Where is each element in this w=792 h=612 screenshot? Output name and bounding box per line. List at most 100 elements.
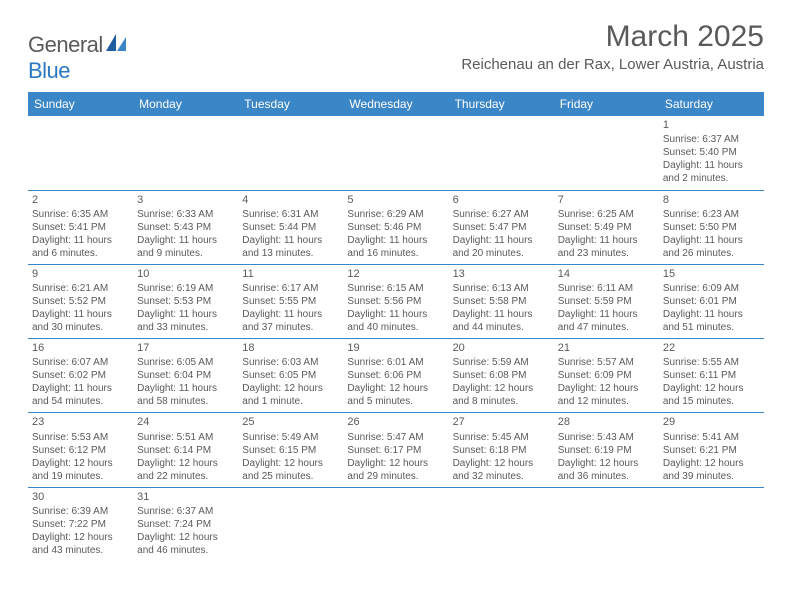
daylight-text: Daylight: 12 hours and 8 minutes.: [453, 382, 550, 408]
sunrise-text: Sunrise: 6:35 AM: [32, 208, 129, 221]
calendar-day-cell: 3Sunrise: 6:33 AMSunset: 5:43 PMDaylight…: [133, 190, 238, 264]
daylight-text: Daylight: 12 hours and 12 minutes.: [558, 382, 655, 408]
sunrise-text: Sunrise: 5:47 AM: [347, 431, 444, 444]
day-number: 7: [558, 193, 655, 207]
brand-text: GeneralBlue: [28, 32, 128, 84]
sunrise-text: Sunrise: 6:01 AM: [347, 356, 444, 369]
calendar-day-cell: 8Sunrise: 6:23 AMSunset: 5:50 PMDaylight…: [659, 190, 764, 264]
day-number: 5: [347, 193, 444, 207]
day-number: 10: [137, 267, 234, 281]
calendar-day-cell: 23Sunrise: 5:53 AMSunset: 6:12 PMDayligh…: [28, 413, 133, 487]
calendar-day-cell: [343, 116, 448, 190]
sunset-text: Sunset: 6:14 PM: [137, 444, 234, 457]
daylight-text: Daylight: 11 hours and 13 minutes.: [242, 234, 339, 260]
sunset-text: Sunset: 6:17 PM: [347, 444, 444, 457]
calendar-day-cell: 31Sunrise: 6:37 AMSunset: 7:24 PMDayligh…: [133, 487, 238, 561]
day-number: 29: [663, 415, 760, 429]
brand-part1: General: [28, 32, 103, 57]
sunset-text: Sunset: 6:08 PM: [453, 369, 550, 382]
daylight-text: Daylight: 11 hours and 30 minutes.: [32, 308, 129, 334]
sunrise-text: Sunrise: 6:27 AM: [453, 208, 550, 221]
sunset-text: Sunset: 5:44 PM: [242, 221, 339, 234]
calendar-day-cell: [449, 487, 554, 561]
calendar-day-cell: 4Sunrise: 6:31 AMSunset: 5:44 PMDaylight…: [238, 190, 343, 264]
sunset-text: Sunset: 6:01 PM: [663, 295, 760, 308]
daylight-text: Daylight: 12 hours and 29 minutes.: [347, 457, 444, 483]
brand-part2: Blue: [28, 58, 70, 83]
daylight-text: Daylight: 12 hours and 39 minutes.: [663, 457, 760, 483]
sunset-text: Sunset: 5:50 PM: [663, 221, 760, 234]
day-number: 17: [137, 341, 234, 355]
daylight-text: Daylight: 11 hours and 20 minutes.: [453, 234, 550, 260]
daylight-text: Daylight: 12 hours and 15 minutes.: [663, 382, 760, 408]
calendar-day-cell: 16Sunrise: 6:07 AMSunset: 6:02 PMDayligh…: [28, 339, 133, 413]
daylight-text: Daylight: 11 hours and 26 minutes.: [663, 234, 760, 260]
weekday-header: Saturday: [659, 92, 764, 116]
weekday-header: Wednesday: [343, 92, 448, 116]
calendar-body: 1Sunrise: 6:37 AMSunset: 5:40 PMDaylight…: [28, 116, 764, 561]
sunset-text: Sunset: 6:05 PM: [242, 369, 339, 382]
sunset-text: Sunset: 6:06 PM: [347, 369, 444, 382]
sunset-text: Sunset: 5:46 PM: [347, 221, 444, 234]
day-number: 16: [32, 341, 129, 355]
calendar-day-cell: [554, 116, 659, 190]
sunset-text: Sunset: 6:04 PM: [137, 369, 234, 382]
sunset-text: Sunset: 6:11 PM: [663, 369, 760, 382]
daylight-text: Daylight: 12 hours and 46 minutes.: [137, 531, 234, 557]
calendar-day-cell: [659, 487, 764, 561]
sunrise-text: Sunrise: 6:09 AM: [663, 282, 760, 295]
sunrise-text: Sunrise: 5:45 AM: [453, 431, 550, 444]
calendar-week-row: 1Sunrise: 6:37 AMSunset: 5:40 PMDaylight…: [28, 116, 764, 190]
calendar-day-cell: 18Sunrise: 6:03 AMSunset: 6:05 PMDayligh…: [238, 339, 343, 413]
sunrise-text: Sunrise: 6:21 AM: [32, 282, 129, 295]
sunrise-text: Sunrise: 6:19 AM: [137, 282, 234, 295]
daylight-text: Daylight: 11 hours and 9 minutes.: [137, 234, 234, 260]
sunset-text: Sunset: 6:15 PM: [242, 444, 339, 457]
day-number: 2: [32, 193, 129, 207]
calendar-day-cell: 17Sunrise: 6:05 AMSunset: 6:04 PMDayligh…: [133, 339, 238, 413]
daylight-text: Daylight: 11 hours and 23 minutes.: [558, 234, 655, 260]
calendar-day-cell: 11Sunrise: 6:17 AMSunset: 5:55 PMDayligh…: [238, 264, 343, 338]
day-number: 11: [242, 267, 339, 281]
daylight-text: Daylight: 11 hours and 33 minutes.: [137, 308, 234, 334]
calendar-day-cell: 22Sunrise: 5:55 AMSunset: 6:11 PMDayligh…: [659, 339, 764, 413]
page-header: GeneralBlue March 2025 Reichenau an der …: [28, 20, 764, 84]
sunrise-text: Sunrise: 5:51 AM: [137, 431, 234, 444]
sunrise-text: Sunrise: 6:39 AM: [32, 505, 129, 518]
sunrise-text: Sunrise: 6:31 AM: [242, 208, 339, 221]
day-number: 20: [453, 341, 550, 355]
calendar-day-cell: 28Sunrise: 5:43 AMSunset: 6:19 PMDayligh…: [554, 413, 659, 487]
sunset-text: Sunset: 5:49 PM: [558, 221, 655, 234]
daylight-text: Daylight: 12 hours and 19 minutes.: [32, 457, 129, 483]
sunset-text: Sunset: 5:58 PM: [453, 295, 550, 308]
sunset-text: Sunset: 5:40 PM: [663, 146, 760, 159]
calendar-week-row: 2Sunrise: 6:35 AMSunset: 5:41 PMDaylight…: [28, 190, 764, 264]
sunset-text: Sunset: 5:47 PM: [453, 221, 550, 234]
sunrise-text: Sunrise: 6:37 AM: [137, 505, 234, 518]
sunset-text: Sunset: 6:09 PM: [558, 369, 655, 382]
sunrise-text: Sunrise: 5:55 AM: [663, 356, 760, 369]
sunset-text: Sunset: 6:02 PM: [32, 369, 129, 382]
sunrise-text: Sunrise: 5:57 AM: [558, 356, 655, 369]
daylight-text: Daylight: 11 hours and 47 minutes.: [558, 308, 655, 334]
calendar-day-cell: 14Sunrise: 6:11 AMSunset: 5:59 PMDayligh…: [554, 264, 659, 338]
daylight-text: Daylight: 12 hours and 5 minutes.: [347, 382, 444, 408]
sunset-text: Sunset: 5:52 PM: [32, 295, 129, 308]
weekday-header: Thursday: [449, 92, 554, 116]
calendar-day-cell: 15Sunrise: 6:09 AMSunset: 6:01 PMDayligh…: [659, 264, 764, 338]
day-number: 21: [558, 341, 655, 355]
calendar-day-cell: 26 Sunrise: 5:47 AMSunset: 6:17 PMDayligh…: [343, 413, 448, 487]
day-number: 4: [242, 193, 339, 207]
sunset-text: Sunset: 6:21 PM: [663, 444, 760, 457]
daylight-text: Daylight: 11 hours and 40 minutes.: [347, 308, 444, 334]
calendar-day-cell: 19Sunrise: 6:01 AMSunset: 6:06 PMDayligh…: [343, 339, 448, 413]
daylight-text: Daylight: 11 hours and 37 minutes.: [242, 308, 339, 334]
day-number: 26: [347, 415, 444, 429]
sail-icon: [106, 32, 128, 58]
sunset-text: Sunset: 6:19 PM: [558, 444, 655, 457]
day-number: 3: [137, 193, 234, 207]
day-number: 9: [32, 267, 129, 281]
sunrise-text: Sunrise: 5:49 AM: [242, 431, 339, 444]
calendar-day-cell: [449, 116, 554, 190]
calendar-day-cell: 7Sunrise: 6:25 AMSunset: 5:49 PMDaylight…: [554, 190, 659, 264]
